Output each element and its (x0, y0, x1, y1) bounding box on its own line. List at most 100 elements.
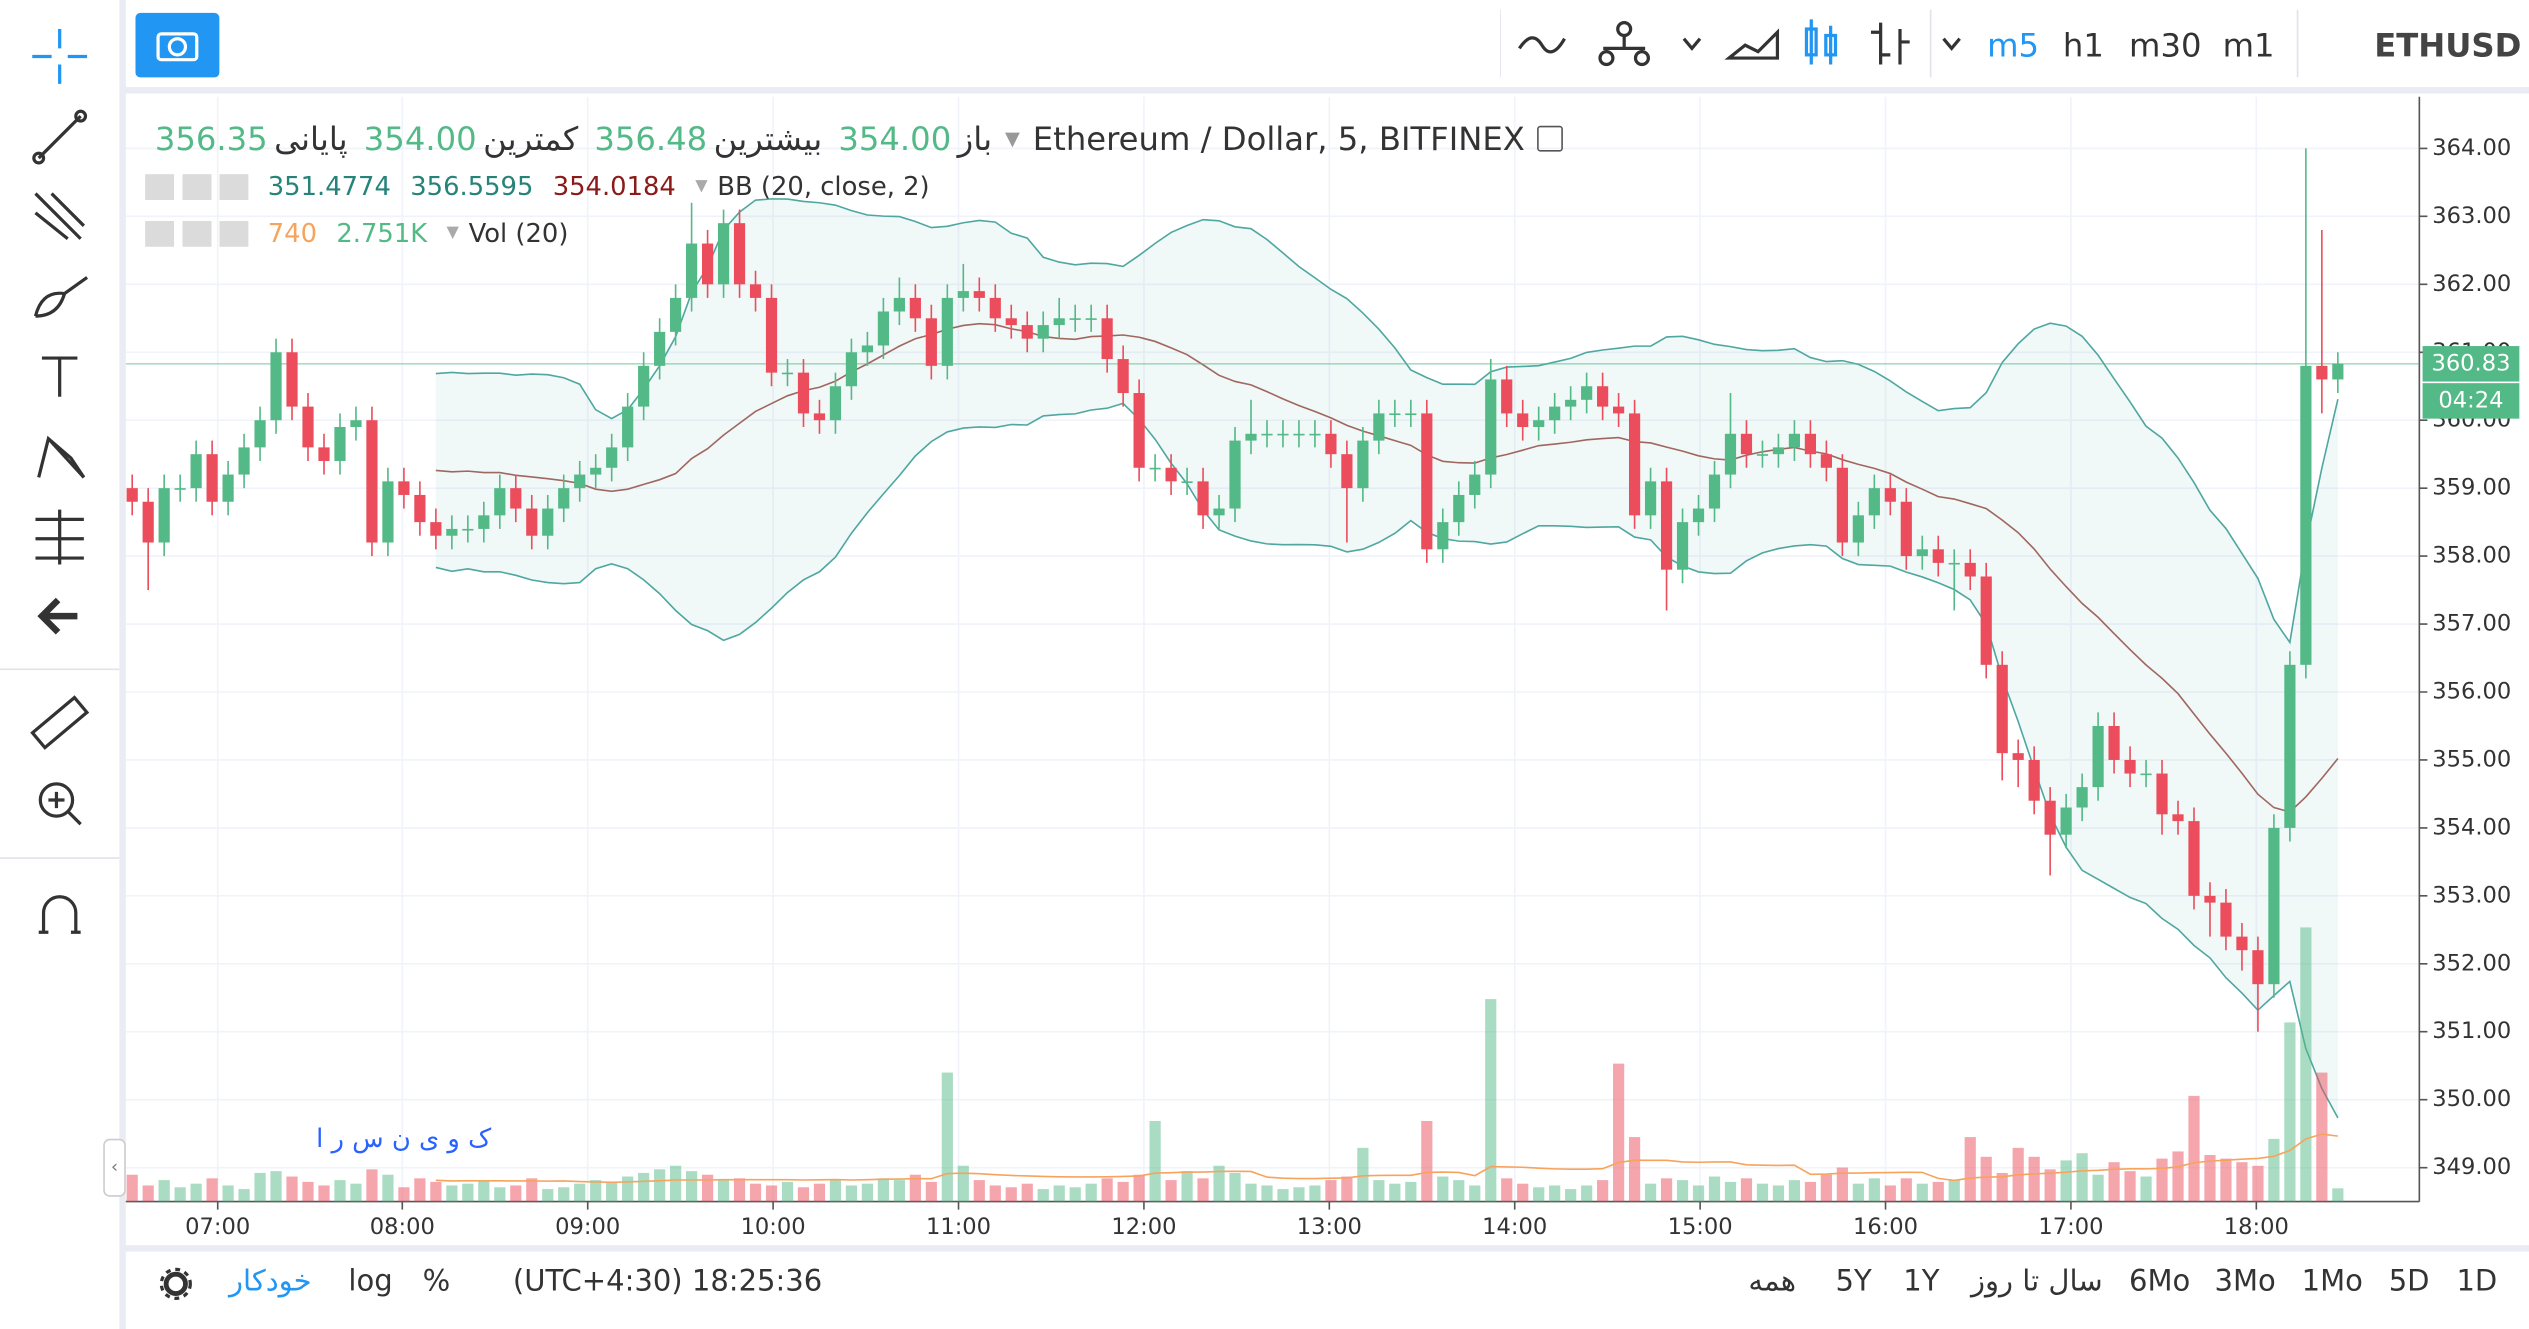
pattern-tool[interactable] (37, 435, 86, 479)
candle-body (510, 488, 522, 509)
text-tool[interactable] (41, 356, 78, 397)
interval[interactable]: m5 (1987, 25, 2040, 65)
prediction-tool[interactable] (35, 509, 84, 565)
volume-bar (622, 1176, 634, 1202)
range[interactable]: 3Mo (2214, 1264, 2276, 1299)
candle-body (733, 223, 746, 285)
x-tick-label: 17:00 (2038, 1214, 2103, 1240)
volume-bar (1469, 1185, 1481, 1202)
range[interactable]: 1Y (1903, 1264, 1940, 1299)
interval[interactable]: m1 (2222, 25, 2275, 65)
volume-bar (1117, 1181, 1129, 1202)
candle-body (1277, 433, 1289, 436)
candle-body (1996, 664, 2008, 754)
volume-bar (366, 1169, 378, 1202)
candle-body (1581, 386, 1593, 400)
candle-body (813, 413, 826, 421)
dropdown[interactable] (1682, 37, 1702, 51)
volume-bar (1756, 1183, 1769, 1202)
volume-bar (1053, 1185, 1065, 1202)
candle-body (430, 522, 442, 536)
volume-bar (893, 1180, 905, 1202)
x-tick-label: 16:00 (1853, 1214, 1918, 1240)
candle-body (1708, 474, 1721, 509)
range[interactable]: 1D (2456, 1264, 2498, 1299)
indicator-value: 356.5595 (410, 170, 534, 202)
volume-bar (957, 1165, 969, 1202)
volume-bar (270, 1171, 282, 1202)
volume-bar (1101, 1178, 1113, 1202)
indicator-controls[interactable] (145, 173, 249, 200)
volume-bar (302, 1181, 314, 1202)
candle-body (1213, 508, 1225, 516)
auto-scale[interactable]: خودکار (229, 1264, 312, 1299)
volume-bar (2284, 1022, 2296, 1202)
interval[interactable]: m30 (2129, 25, 2202, 65)
ohlc-item: بیشترین 356.48 (594, 119, 822, 158)
log-scale[interactable]: log (348, 1264, 393, 1299)
volume-bar (1549, 1185, 1561, 1202)
volume-bar (1660, 1178, 1673, 1202)
ohlc-label: کمترین (483, 119, 579, 159)
brush-tool[interactable] (33, 276, 89, 318)
y-tick-label: 350.00 (2432, 1086, 2511, 1112)
candle-body (1453, 494, 1465, 523)
candle-body (1980, 576, 1992, 665)
snapshot-button[interactable] (135, 12, 220, 78)
area-style[interactable] (1724, 28, 1780, 60)
volume-bar (1517, 1183, 1529, 1202)
indicators-button[interactable] (1598, 20, 1650, 67)
settings-icon[interactable] (155, 1263, 197, 1305)
timezone-clock[interactable]: (UTC+4:30) 18:25:36 (512, 1264, 823, 1299)
collapse-button[interactable] (1537, 125, 1564, 152)
indicator-arrow[interactable]: ▼ (446, 224, 459, 242)
volume-bar (1309, 1185, 1321, 1202)
candle-body (2060, 807, 2072, 835)
candle-body (2124, 759, 2136, 774)
indicator-controls[interactable] (145, 220, 249, 246)
candle-body (1820, 454, 1832, 468)
candle-body (1772, 447, 1785, 455)
range[interactable]: 6Mo (2129, 1264, 2191, 1299)
countdown-box (2422, 383, 2520, 419)
collapse-toolbar[interactable]: ‹ (103, 1138, 126, 1197)
interval-dropdown[interactable] (1935, 0, 1967, 87)
volume-bar (1293, 1187, 1305, 1202)
candle-body (2204, 895, 2216, 903)
range[interactable]: 1Mo (2301, 1264, 2363, 1299)
volume-bar (1085, 1183, 1097, 1202)
ruler-tool[interactable] (30, 695, 90, 750)
bar-style[interactable] (1870, 22, 1910, 65)
volume-bar (1501, 1178, 1513, 1202)
magnet-tool[interactable] (38, 895, 81, 934)
volume-bar (286, 1176, 298, 1202)
crosshair-tool[interactable] (32, 29, 88, 84)
range[interactable]: 5Y (1835, 1264, 1872, 1299)
line-style[interactable] (1518, 36, 1566, 54)
pitchfork-tool[interactable] (34, 192, 86, 240)
range[interactable]: همه (1748, 1264, 1797, 1299)
x-tick-label: 13:00 (1297, 1214, 1362, 1240)
back-tool[interactable] (37, 597, 78, 635)
x-tick-label: 09:00 (555, 1214, 620, 1240)
candle-style[interactable] (1804, 19, 1838, 65)
symbol[interactable]: ETHUSD (2374, 25, 2522, 65)
candle-body (1692, 508, 1705, 523)
legend-arrow[interactable]: ▼ (1004, 127, 1020, 150)
range[interactable]: 5D (2388, 1264, 2430, 1299)
candle-body (494, 488, 506, 516)
y-tick-label: 363.00 (2432, 203, 2511, 229)
percent-scale[interactable]: % (422, 1264, 451, 1299)
candle-body (1245, 433, 1257, 441)
trend-line-tool[interactable] (32, 109, 88, 165)
volume-bar (1868, 1178, 1880, 1202)
zoom-tool[interactable] (38, 782, 82, 826)
range[interactable]: سال تا روز (1970, 1264, 2103, 1299)
volume-bar (158, 1180, 170, 1202)
candle-body (2092, 725, 2104, 788)
candle-body (254, 420, 266, 448)
indicator-arrow[interactable]: ▼ (695, 177, 708, 196)
candle-body (238, 447, 250, 475)
interval[interactable]: h1 (2062, 25, 2104, 65)
candle-body (1421, 413, 1433, 550)
